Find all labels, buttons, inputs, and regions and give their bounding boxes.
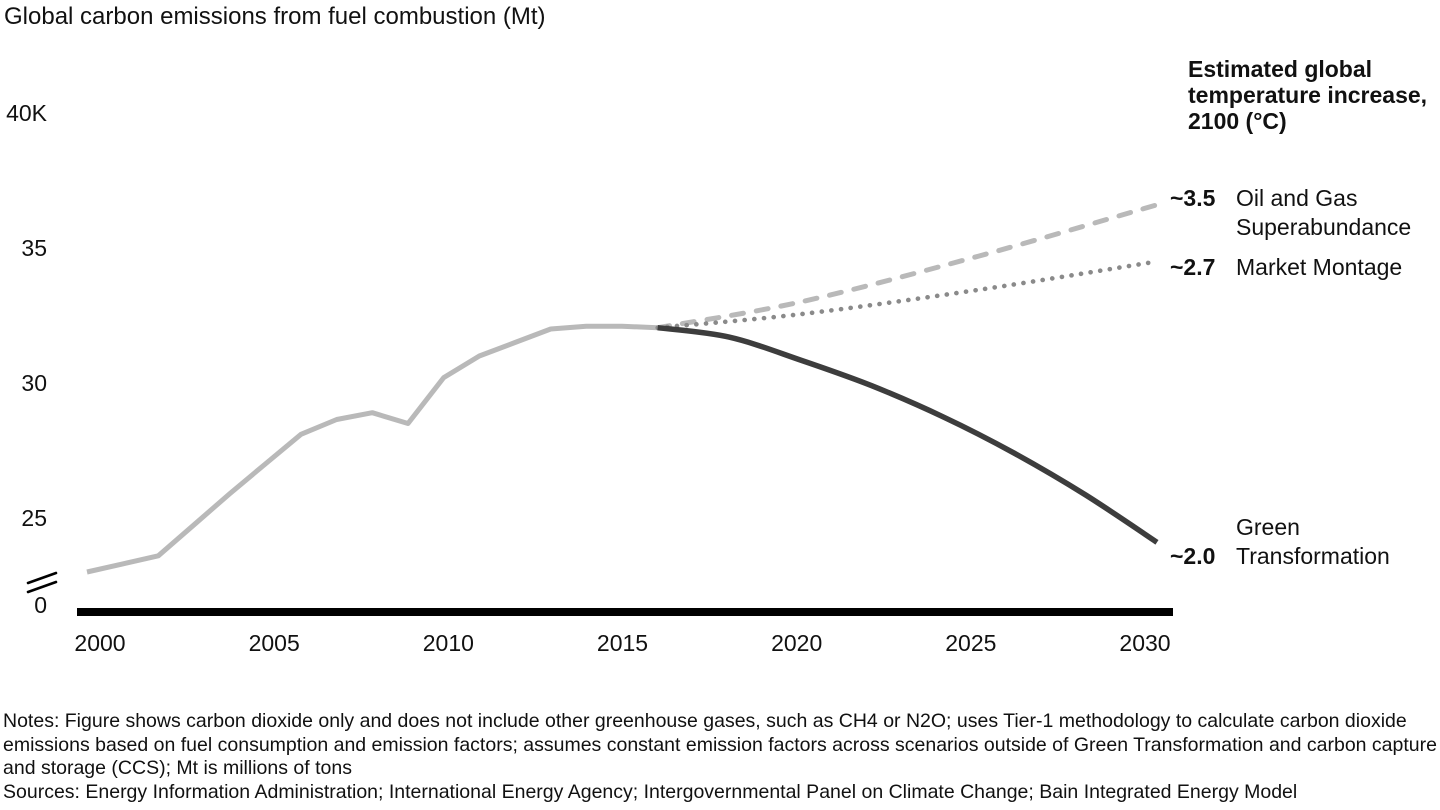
series-line-oil-and-gas-superabundance bbox=[655, 202, 1160, 331]
x-axis-line bbox=[77, 608, 1173, 616]
legend-row-market-montage: ~2.7 Market Montage bbox=[1170, 253, 1438, 282]
series-line-market-montage bbox=[655, 259, 1160, 330]
x-tick-label-2025: 2025 bbox=[945, 630, 997, 656]
footnotes-block: Notes: Figure shows carbon dioxide only … bbox=[3, 710, 1438, 804]
chart-title: Global carbon emissions from fuel combus… bbox=[4, 3, 546, 30]
y-tick-label-35: 35 bbox=[21, 235, 47, 261]
series-line-historical-emissions bbox=[86, 323, 658, 575]
legend-value-market-montage: ~2.7 bbox=[1170, 254, 1216, 280]
y-tick-label-40k: 40K bbox=[6, 100, 47, 126]
y-tick-label-30: 30 bbox=[21, 370, 47, 396]
y-tick-label-25: 25 bbox=[21, 505, 47, 531]
legend-value-green-transformation: ~2.0 bbox=[1170, 543, 1216, 569]
x-tick-label-2005: 2005 bbox=[248, 630, 300, 656]
x-tick-label-2000: 2000 bbox=[74, 630, 126, 656]
y-axis-break-marks bbox=[26, 571, 58, 594]
x-tick-label-2010: 2010 bbox=[422, 630, 474, 656]
sources-text: Sources: Energy Information Administrati… bbox=[3, 780, 1298, 803]
legend-value-superabundance: ~3.5 bbox=[1170, 185, 1216, 211]
x-tick-label-2020: 2020 bbox=[771, 630, 823, 656]
legend-row-oil-gas-superabundance: ~3.5 Oil and Gas Superabundance bbox=[1170, 184, 1438, 242]
legend-label-green-transformation: Green Transformation bbox=[1236, 514, 1390, 569]
legend-label-market-montage: Market Montage bbox=[1236, 254, 1403, 280]
legend-label-superabundance: Oil and Gas Superabundance bbox=[1236, 185, 1412, 240]
x-tick-label-2015: 2015 bbox=[596, 630, 649, 656]
chart-series-group bbox=[86, 202, 1160, 575]
legend-row-green-transformation: ~2.0 Green Transformation bbox=[1170, 513, 1438, 571]
y-tick-label-0: 0 bbox=[34, 592, 47, 618]
series-line-green-transformation bbox=[657, 324, 1159, 545]
notes-text: Notes: Figure shows carbon dioxide only … bbox=[3, 710, 1437, 779]
legend-header: Estimated global temperature increase, 2… bbox=[1188, 56, 1428, 134]
x-tick-label-2030: 2030 bbox=[1119, 630, 1171, 656]
